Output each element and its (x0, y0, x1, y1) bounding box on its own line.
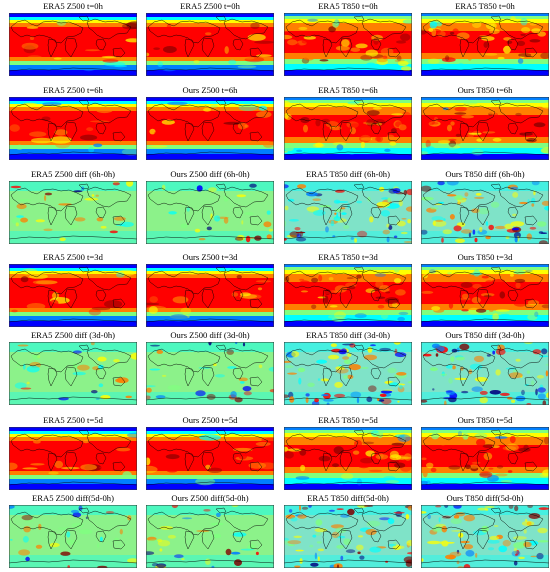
map-panel: ERA5 T850 t=6h (284, 84, 412, 164)
panel-title: ERA5 Z500 t=0h (43, 1, 103, 11)
panel-title: Ours Z500 diff(5d-0h) (171, 493, 249, 503)
map-panel: ERA5 Z500 t=6h (9, 84, 137, 164)
map-panel: ERA5 Z500 t=0h (146, 0, 274, 80)
difference-map (421, 505, 549, 568)
field-map (284, 13, 412, 76)
panel-title: Ours T850 t=3d (457, 252, 513, 262)
difference-map (284, 181, 412, 244)
panel-title: Ours Z500 t=5d (182, 415, 238, 425)
map-panel: Ours T850 diff(5d-0h) (421, 492, 549, 572)
panel-title: ERA5 Z500 t=6h (43, 85, 103, 95)
map-panel: ERA5 T850 t=3d (284, 251, 412, 331)
map-panel: Ours Z500 diff (3d-0h) (146, 329, 274, 409)
panel-title: ERA5 T850 diff(5d-0h) (307, 493, 389, 503)
map-panel: Ours Z500 t=3d (146, 251, 274, 331)
panel-title: ERA5 T850 diff (6h-0h) (306, 169, 390, 179)
map-panel: ERA5 T850 diff(5d-0h) (284, 492, 412, 572)
panel-title: Ours Z500 diff (6h-0h) (170, 169, 250, 179)
map-panel: ERA5 Z500 t=3d (9, 251, 137, 331)
field-map (421, 13, 549, 76)
panel-title: ERA5 T850 t=0h (455, 1, 515, 11)
map-panel: Ours T850 t=6h (421, 84, 549, 164)
panel-title: ERA5 T850 diff (3d-0h) (306, 330, 390, 340)
map-panel: ERA5 T850 t=0h (421, 0, 549, 80)
panel-title: Ours Z500 t=6h (182, 85, 238, 95)
difference-map (146, 505, 274, 568)
map-panel: Ours T850 diff (6h-0h) (421, 168, 549, 248)
map-panel: ERA5 T850 t=0h (284, 0, 412, 80)
difference-map (9, 342, 137, 405)
panel-title: Ours T850 diff (3d-0h) (445, 330, 525, 340)
panel-title: ERA5 T850 t=5d (318, 415, 378, 425)
map-panel: Ours Z500 t=5d (146, 414, 274, 494)
field-map (284, 97, 412, 160)
difference-map (9, 505, 137, 568)
field-map (284, 427, 412, 490)
panel-title: Ours T850 t=6h (457, 85, 513, 95)
map-panel: ERA5 Z500 diff (3d-0h) (9, 329, 137, 409)
panel-title: ERA5 Z500 diff(5d-0h) (32, 493, 114, 503)
map-panel: Ours T850 t=5d (421, 414, 549, 494)
map-panel: ERA5 Z500 t=5d (9, 414, 137, 494)
panel-title: Ours T850 diff(5d-0h) (446, 493, 524, 503)
panel-title: Ours T850 diff (6h-0h) (445, 169, 525, 179)
panel-title: ERA5 Z500 diff (6h-0h) (30, 169, 116, 179)
field-map (146, 264, 274, 327)
difference-map (421, 342, 549, 405)
difference-map (9, 181, 137, 244)
map-panel: Ours Z500 diff (6h-0h) (146, 168, 274, 248)
map-panel: Ours T850 diff (3d-0h) (421, 329, 549, 409)
map-panel: Ours T850 t=3d (421, 251, 549, 331)
panel-title: ERA5 T850 t=6h (318, 85, 378, 95)
map-panel: ERA5 T850 t=5d (284, 414, 412, 494)
map-panel: ERA5 Z500 diff (6h-0h) (9, 168, 137, 248)
panel-title: Ours Z500 diff (3d-0h) (170, 330, 250, 340)
panel-title: Ours Z500 t=3d (182, 252, 238, 262)
field-map (421, 264, 549, 327)
difference-map (146, 342, 274, 405)
field-map (146, 427, 274, 490)
field-map (146, 97, 274, 160)
field-map (9, 13, 137, 76)
difference-map (284, 342, 412, 405)
field-map (421, 427, 549, 490)
field-map (9, 97, 137, 160)
panel-title: ERA5 Z500 t=3d (43, 252, 103, 262)
map-panel: ERA5 T850 diff (3d-0h) (284, 329, 412, 409)
field-map (284, 264, 412, 327)
difference-map (146, 181, 274, 244)
panel-title: ERA5 T850 t=0h (318, 1, 378, 11)
field-map (9, 264, 137, 327)
map-panel: ERA5 Z500 diff(5d-0h) (9, 492, 137, 572)
panel-title: ERA5 Z500 diff (3d-0h) (30, 330, 116, 340)
difference-map (421, 181, 549, 244)
map-panel: Ours Z500 t=6h (146, 84, 274, 164)
field-map (9, 427, 137, 490)
panel-title: Ours T850 t=5d (457, 415, 513, 425)
map-panel: Ours Z500 diff(5d-0h) (146, 492, 274, 572)
map-panel: ERA5 Z500 t=0h (9, 0, 137, 80)
panel-title: ERA5 Z500 t=0h (180, 1, 240, 11)
panel-title: ERA5 Z500 t=5d (43, 415, 103, 425)
panel-title: ERA5 T850 t=3d (318, 252, 378, 262)
map-panel: ERA5 T850 diff (6h-0h) (284, 168, 412, 248)
field-map (421, 97, 549, 160)
difference-map (284, 505, 412, 568)
field-map (146, 13, 274, 76)
